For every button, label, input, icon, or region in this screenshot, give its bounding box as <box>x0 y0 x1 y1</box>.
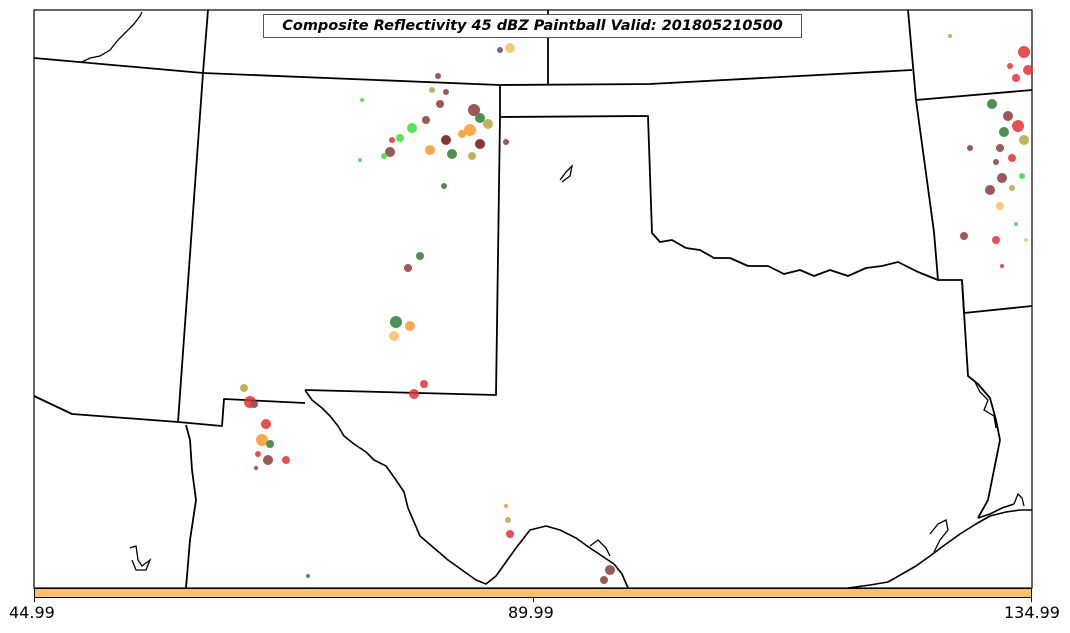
texas-boundary <box>304 389 1032 589</box>
coastline-features <box>81 11 1025 571</box>
colorbar-tick-mark-mid <box>533 598 534 602</box>
colorbar <box>34 588 1032 598</box>
reflectivity-paintballs <box>240 34 1033 584</box>
state-borders <box>33 9 1033 589</box>
colorbar-tick-mid: 89.99 <box>508 603 554 622</box>
colorbar-tick-min: 44.99 <box>9 603 55 622</box>
colorbar-tick-mark-min <box>34 598 35 602</box>
colorbar-tick-mark-max <box>1031 598 1032 602</box>
colorbar-tick-max: 134.99 <box>1004 603 1060 622</box>
map-title: Composite Reflectivity 45 dBZ Paintball … <box>263 14 802 38</box>
map-frame <box>33 9 1033 589</box>
